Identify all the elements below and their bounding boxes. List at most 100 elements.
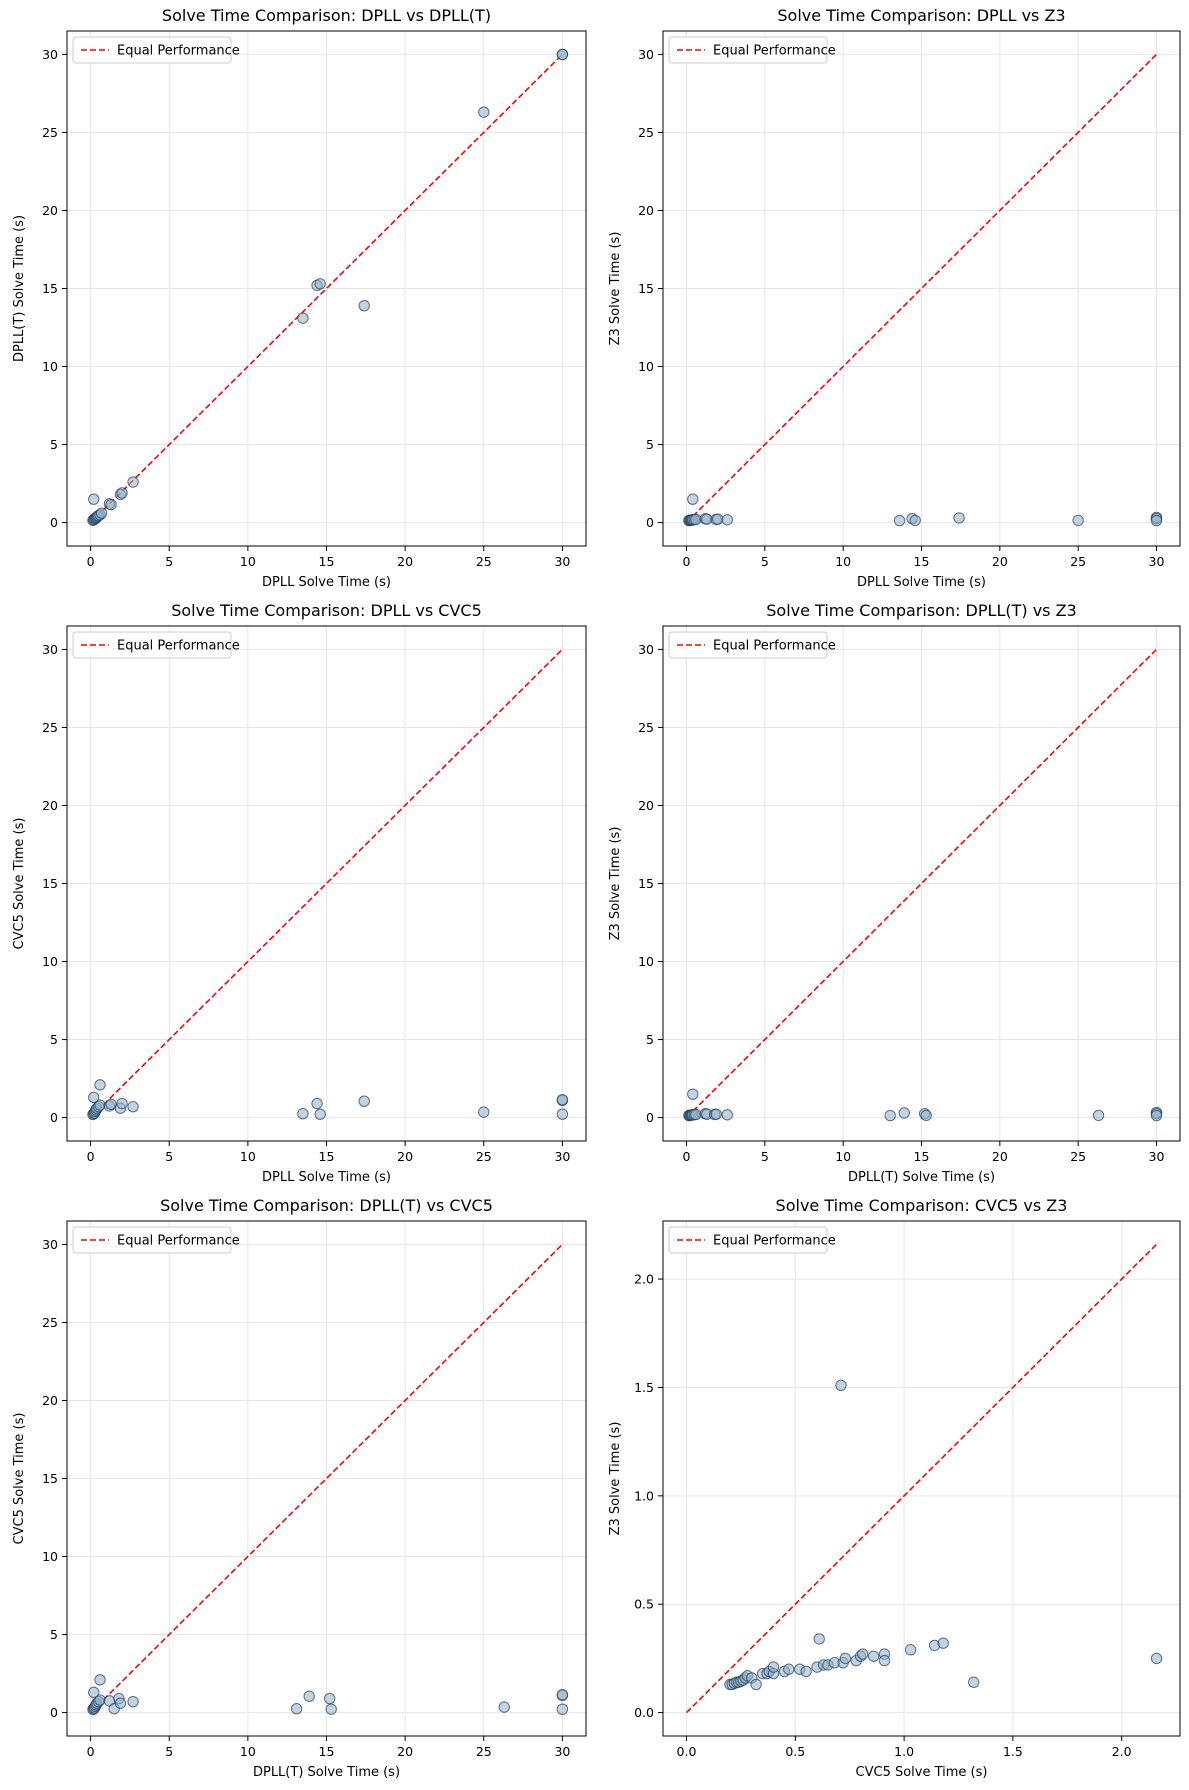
x-tick-label: 20 xyxy=(992,554,1008,569)
data-point xyxy=(325,1703,337,1715)
legend-label: Equal Performance xyxy=(117,1234,240,1249)
y-tick-label: 2.0 xyxy=(634,1272,654,1287)
data-point xyxy=(857,1648,869,1660)
y-tick-label: 15 xyxy=(42,1471,58,1486)
y-tick-label: 25 xyxy=(638,720,654,735)
y-tick-label: 1.0 xyxy=(634,1488,654,1503)
data-point xyxy=(710,1108,722,1120)
chart-panel-1: 0 5 10 15 20 25 30 0 5 10 15 20 25 30 Solve Time Compa… xyxy=(12,6,587,590)
y-axis-label: CVC5 Solve Time (s) xyxy=(12,818,27,950)
x-tick-label: 0 xyxy=(87,1149,95,1164)
data-point xyxy=(750,1678,762,1691)
chart-panel-2: 0 5 10 15 20 25 30 0 5 10 15 20 25 30 Solve Time Compa… xyxy=(608,6,1181,590)
x-tick-label: 10 xyxy=(240,554,256,569)
data-point xyxy=(95,507,108,519)
data-point xyxy=(498,1701,510,1713)
legend: Equal Performance xyxy=(72,631,240,659)
y-tick-label: 10 xyxy=(42,1549,58,1564)
legend: Equal Performance xyxy=(72,36,240,64)
data-point xyxy=(311,1097,323,1110)
legend-box xyxy=(668,631,828,659)
data-point xyxy=(94,1674,106,1686)
x-tick-label: 0 xyxy=(87,1744,95,1759)
x-tick-label: 15 xyxy=(914,1149,930,1164)
y-tick-label: 20 xyxy=(42,203,58,218)
x-axis-label: CVC5 Solve Time (s) xyxy=(856,1765,988,1780)
y-tick-label: 30 xyxy=(638,47,654,62)
legend-box xyxy=(72,36,232,64)
data-point xyxy=(800,1665,812,1678)
y-tick-label: 15 xyxy=(42,281,58,296)
data-point xyxy=(127,1100,139,1113)
y-tick-label: 30 xyxy=(42,47,58,62)
data-point xyxy=(127,1695,139,1708)
data-point xyxy=(687,493,699,505)
x-tick-label: 15 xyxy=(319,554,335,569)
data-point xyxy=(297,312,309,324)
y-tick-label: 1.5 xyxy=(634,1380,654,1395)
chart-panel-6: 0.0 0.5 1.0 1.5 2.0 0.0 0.5 1.0 1.5 2.0 Solve Time… xyxy=(608,1196,1181,1780)
x-axis-label: DPLL Solve Time (s) xyxy=(857,575,986,590)
data-point xyxy=(1072,514,1084,527)
y-axis-label: Z3 Solve Time (s) xyxy=(608,827,623,941)
equal-performance-line xyxy=(90,53,563,524)
y-tick-label: 20 xyxy=(42,798,58,813)
y-tick-label: 30 xyxy=(42,1237,58,1252)
chart-title: Solve Time Comparison: DPLL(T) vs Z3 xyxy=(766,601,1076,620)
data-point xyxy=(94,1079,106,1091)
data-point xyxy=(116,1097,128,1110)
x-axis-label: DPLL(T) Solve Time (s) xyxy=(253,1765,400,1780)
y-tick-label: 0 xyxy=(50,1705,58,1720)
y-tick-label: 5 xyxy=(50,437,58,452)
y-tick-label: 10 xyxy=(638,359,654,374)
legend-box xyxy=(72,1226,232,1254)
data-point xyxy=(556,1108,569,1120)
y-tick-label: 15 xyxy=(42,876,58,891)
x-tick-label: 30 xyxy=(554,1149,570,1164)
legend-label: Equal Performance xyxy=(117,44,240,59)
y-tick-label: 25 xyxy=(42,720,58,735)
y-tick-label: 10 xyxy=(638,954,654,969)
data-point xyxy=(721,1109,733,1121)
y-tick-label: 0 xyxy=(50,1110,58,1125)
data-point xyxy=(893,514,906,527)
data-point xyxy=(1150,1652,1163,1665)
chart-panel-3: 0 5 10 15 20 25 30 0 5 10 15 20 25 30 Solve Time Compa… xyxy=(12,601,587,1185)
legend-label: Equal Performance xyxy=(713,639,836,654)
chart-title: Solve Time Comparison: DPLL vs CVC5 xyxy=(171,601,482,620)
x-tick-label: 5 xyxy=(165,1744,173,1759)
x-tick-label: 5 xyxy=(165,1149,173,1164)
y-tick-label: 10 xyxy=(42,359,58,374)
data-point xyxy=(116,487,128,499)
x-tick-label: 0.5 xyxy=(785,1744,805,1759)
data-point xyxy=(690,513,702,526)
x-tick-label: 5 xyxy=(761,554,769,569)
data-point xyxy=(937,1637,949,1649)
data-point xyxy=(358,1095,370,1107)
y-axis-label: Z3 Solve Time (s) xyxy=(608,232,623,346)
data-point xyxy=(297,1107,309,1120)
chart-panel-5: 0 5 10 15 20 25 30 0 5 10 15 20 25 30 Solve Time Compa… xyxy=(12,1196,587,1780)
y-tick-label: 30 xyxy=(638,642,654,657)
data-point xyxy=(478,106,490,118)
data-point xyxy=(556,48,569,61)
legend: Equal Performance xyxy=(668,1226,836,1254)
x-tick-label: 20 xyxy=(992,1149,1008,1164)
legend-label: Equal Performance xyxy=(713,1234,836,1249)
data-point xyxy=(783,1663,795,1675)
data-point xyxy=(968,1676,980,1688)
y-tick-label: 25 xyxy=(42,125,58,140)
equal-performance-line xyxy=(685,1243,1158,1714)
x-tick-label: 25 xyxy=(1070,554,1086,569)
legend-box xyxy=(668,36,828,64)
x-tick-label: 0.0 xyxy=(677,1744,697,1759)
legend-box xyxy=(668,1226,828,1254)
x-tick-label: 1.0 xyxy=(894,1744,914,1759)
data-point xyxy=(314,278,326,290)
data-point xyxy=(712,513,724,525)
legend: Equal Performance xyxy=(668,631,836,659)
y-tick-label: 0 xyxy=(646,1110,654,1125)
data-point xyxy=(127,476,139,488)
y-tick-label: 0 xyxy=(646,515,654,530)
y-tick-label: 20 xyxy=(42,1393,58,1408)
